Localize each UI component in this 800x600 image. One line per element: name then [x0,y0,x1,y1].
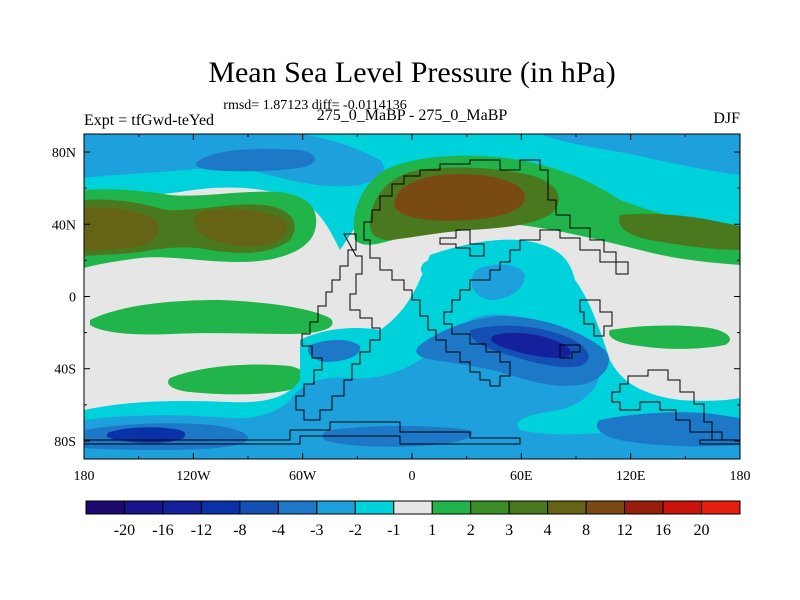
y-axis: 80N 40N 0 40S 80S [52,146,740,450]
field-green-south-pacific [90,300,333,335]
left-label: Expt = tfGwd-teYed [84,112,214,129]
y-tick-label: 80N [52,146,76,161]
field-green-indian [609,325,730,349]
colorbar-label: -3 [310,522,323,539]
colorbar-label: -16 [152,522,173,539]
colorbar-label: 16 [655,522,671,539]
colorbar-label: 8 [582,522,590,539]
colorbar-label: 12 [617,522,633,539]
x-tick-label: 180 [74,469,95,484]
field-blue-africa-north [471,264,525,300]
right-label: DJF [713,110,740,127]
center-label: 275_0_MaBP - 275_0_MaBP [317,107,508,124]
y-tick-label: 40S [54,363,76,378]
colorbar-swatch [200,500,241,515]
colorbar-label: 1 [428,522,436,539]
field-blue-northeast [540,134,740,175]
chart-subtitle: rmsd= 1.87123 diff= -0.0114136 [223,98,406,113]
chart-title: Mean Sea Level Pressure (in hPa) [208,56,615,89]
colorbar-swatch [316,500,356,515]
field-navy-africa [490,332,571,358]
x-tick-label: 60W [289,469,317,484]
colorbar-swatch [85,500,125,515]
colorbar-swatch [547,500,587,515]
map-field [84,134,740,459]
colorbar-label: -1 [387,522,400,539]
x-tick-label: 0 [409,469,416,484]
colorbar-label: 3 [505,522,513,539]
y-tick-label: 40N [52,218,76,233]
x-tick-label: 120W [176,469,211,484]
colorbar-swatch [508,500,549,515]
y-tick-label: 80S [54,435,76,450]
field-cyan-south [84,239,740,459]
field-darkblue-south-pacific [106,427,186,443]
field-brown-pacific-east [194,208,288,247]
colorbar-swatch [470,500,510,515]
colorbar-swatch [585,500,626,515]
colorbar-swatch [123,500,164,515]
colorbar-label: -8 [233,522,246,539]
colorbar-label: 20 [694,522,710,539]
x-tick-label: 180 [730,469,751,484]
colorbar-label: -4 [272,522,285,539]
field-green-south-pacific-2 [168,364,305,395]
colorbar-swatch [662,500,703,515]
x-tick-label: 120E [616,469,646,484]
field-blue-north-core [195,149,315,172]
x-tick-label: 60E [510,469,533,484]
colorbar-swatch [701,500,741,515]
colorbar: -20 -16 -12 -8 -4 -3 -2 -1 1 2 3 4 8 12 16 20 [85,500,741,539]
colorbar-swatch [624,500,664,515]
x-axis: 180 120W 60W 0 60E 120E 180 [74,134,751,484]
colorbar-label: 2 [467,522,475,539]
colorbar-swatch [354,500,395,515]
colorbar-swatch [393,500,433,515]
coastlines [84,159,740,445]
colorbar-swatch [277,500,318,515]
colorbar-label: -2 [349,522,362,539]
field-brown-asia [394,174,526,221]
colorbar-label: -20 [114,522,135,539]
field-brown-pacific-west [84,207,159,250]
colorbar-swatch [239,500,279,515]
field-blue-atlantic [307,339,361,362]
field-olive-eastasia [619,213,740,250]
colorbar-label: -12 [191,522,212,539]
colorbar-swatch [162,500,202,515]
y-tick-label: 0 [69,291,76,306]
colorbar-label: 4 [544,522,552,539]
colorbar-swatch [431,500,472,515]
